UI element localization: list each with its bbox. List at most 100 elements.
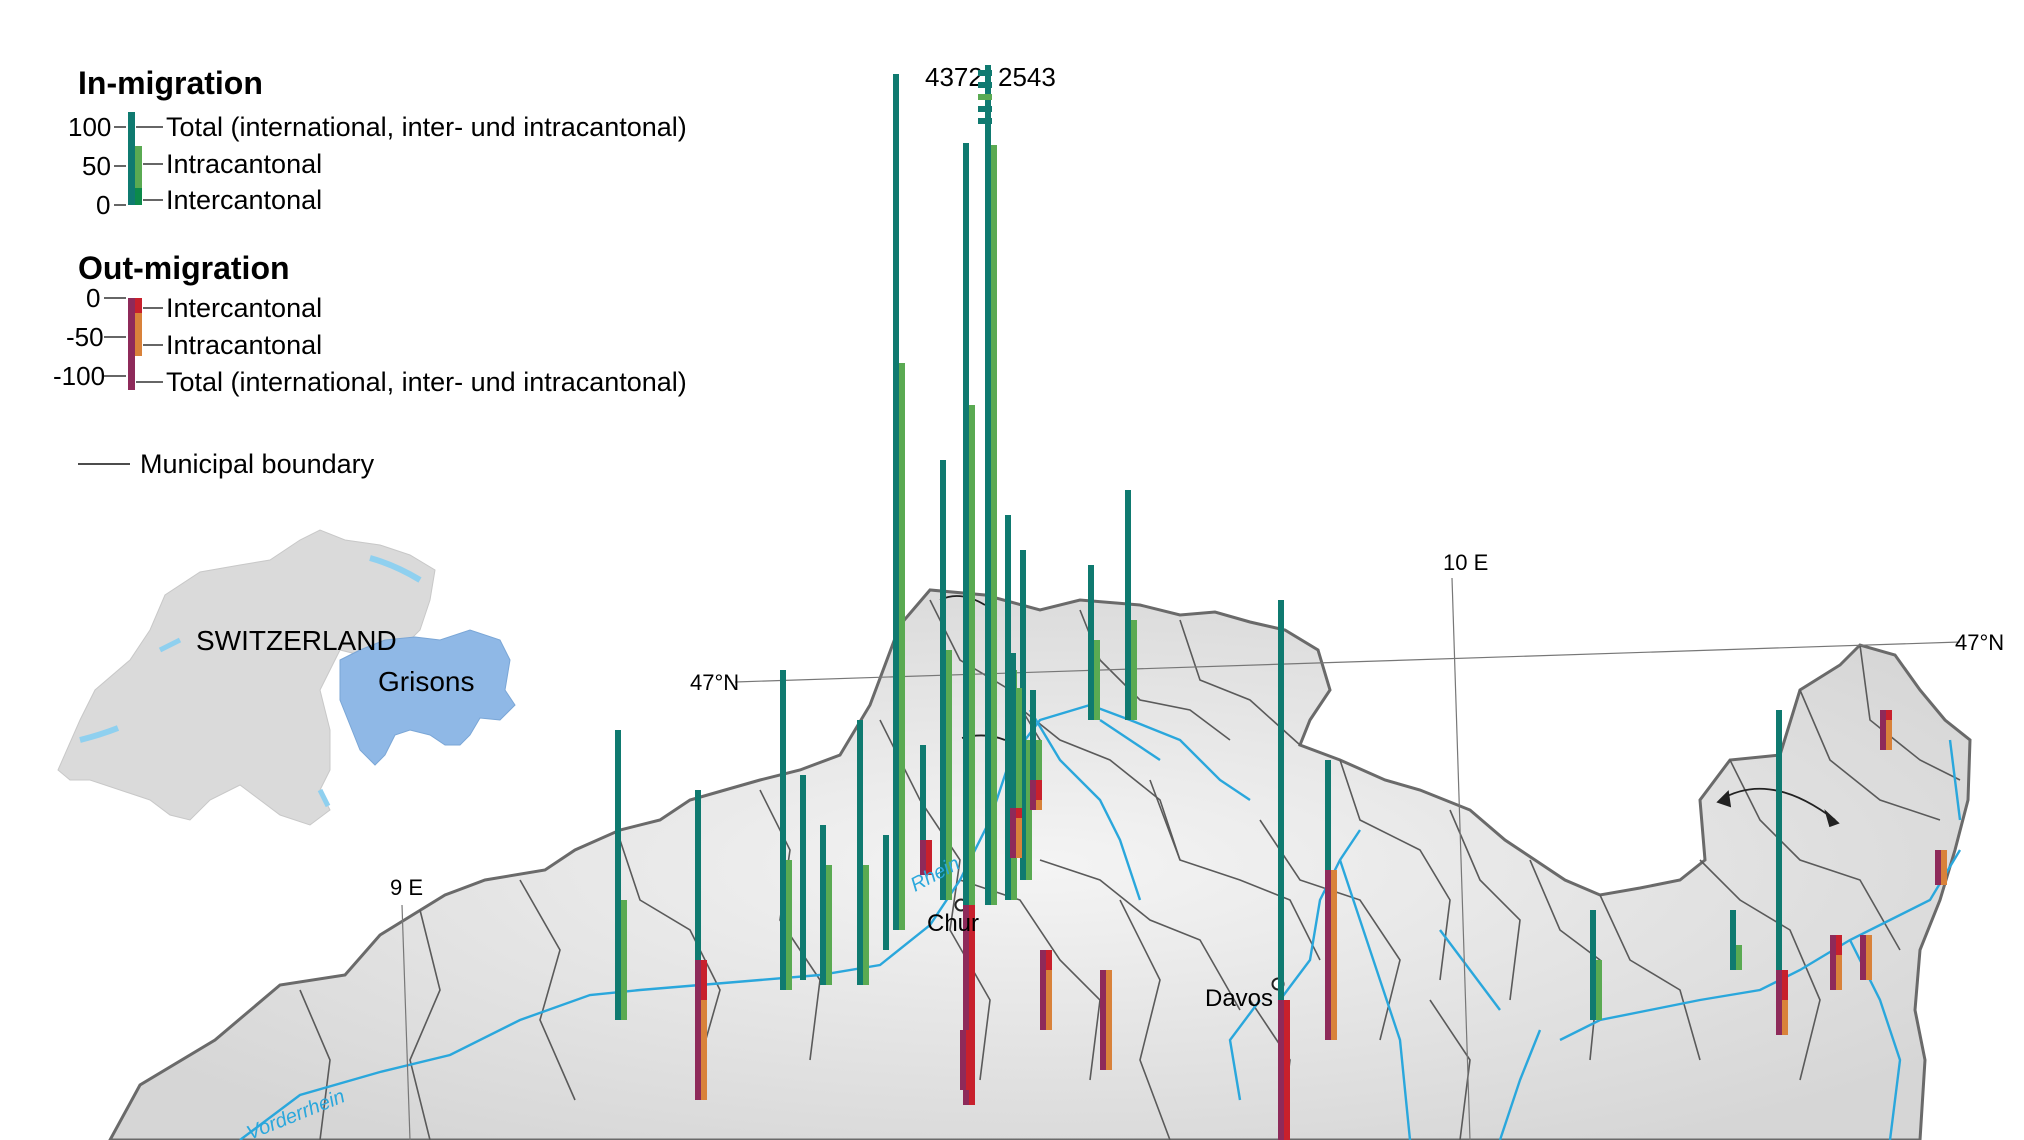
- legend-out-inter: Intercantonal: [166, 293, 322, 323]
- place-label-davos: Davos: [1205, 985, 1273, 1012]
- bar-in-intra-14: [826, 865, 832, 985]
- bar-out-total-8: [1278, 1000, 1284, 1140]
- legend-in-tick-50: 50: [82, 151, 111, 181]
- grid-label-47n-right: 47°N: [1955, 630, 2004, 655]
- bar-out-total-11: [695, 960, 701, 1100]
- bar-out-inter-19: [1036, 780, 1042, 800]
- legend-in-scale: 100 50 0: [68, 112, 163, 220]
- place-label-chur: Chur: [927, 910, 979, 937]
- bar-out-total-20: [1776, 970, 1782, 1035]
- bar-in-total-11: [695, 790, 701, 960]
- bar-in-total-24: [1590, 910, 1596, 1020]
- legend-out-intra: Intracantonal: [166, 330, 322, 360]
- bar-in-total-16: [883, 835, 889, 950]
- grid-label-9e: 9 E: [390, 875, 423, 900]
- bar-out-intra-11: [701, 960, 707, 1100]
- overflow-value-left: 4372: [925, 62, 983, 92]
- bar-out-intra-23: [1941, 850, 1947, 885]
- legend-in-intra: Intracantonal: [166, 149, 322, 179]
- legend-in-inter: Intercantonal: [166, 185, 322, 215]
- bar-out-intra-28: [1836, 935, 1842, 990]
- bar-out-total-25: [960, 1030, 966, 1090]
- bar-out-inter-17: [926, 840, 932, 875]
- legend-in-tick-100: 100: [68, 112, 111, 142]
- bar-in-intra-1: [991, 145, 997, 905]
- bar-in-intra-6: [1131, 620, 1137, 720]
- overflow-indicator: 4372 2543: [925, 62, 1056, 124]
- legend-out-tick-50: -50: [66, 322, 104, 352]
- bar-in-total-5: [1020, 550, 1026, 880]
- bar-in-intra-12: [786, 860, 792, 990]
- migration-bars: [615, 65, 1947, 1140]
- bar-in-total-12: [780, 670, 786, 990]
- bar-in-total-1: [985, 65, 991, 905]
- bar-out-total-28: [1830, 935, 1836, 990]
- inset-label-switzerland: SWITZERLAND: [196, 625, 397, 656]
- bar-in-total-13: [800, 775, 806, 980]
- bar-out-intra-22: [1886, 710, 1892, 750]
- grid-label-47n-left: 47°N: [690, 670, 739, 695]
- legend-boundary-label: Municipal boundary: [140, 449, 375, 479]
- legend-in-total: Total (international, inter- und intraca…: [166, 112, 687, 142]
- legend-out-tick-0: 0: [86, 283, 100, 313]
- legend-in-title: In-migration: [78, 65, 263, 101]
- bar-in-total-21: [1730, 910, 1736, 970]
- grid-label-10e: 10 E: [1443, 550, 1488, 575]
- graticule: [401, 577, 1961, 1140]
- bar-out-inter-11: [701, 960, 707, 1000]
- bar-out-inter-27: [1046, 950, 1052, 970]
- legend-out-title: Out-migration: [78, 250, 290, 286]
- bar-in-intra-21: [1736, 945, 1742, 970]
- bar-out-intra-20: [1782, 970, 1788, 1035]
- bar-out-inter-18: [1016, 808, 1022, 818]
- bar-in-intra-7: [1094, 640, 1100, 720]
- bar-in-total-0: [893, 74, 899, 930]
- municipal-boundaries: [299, 599, 1961, 1140]
- bar-in-intra-5: [1026, 740, 1032, 880]
- bar-in-intra-3: [946, 650, 952, 900]
- bar-in-intra-19: [1036, 740, 1042, 780]
- bar-in-intra-18: [1016, 688, 1022, 808]
- bar-out-intra-27: [1046, 950, 1052, 1030]
- bar-in-total-15: [857, 720, 863, 985]
- bar-in-total-6: [1125, 490, 1131, 720]
- bar-out-inter-22: [1886, 710, 1892, 720]
- bar-in-total-9: [1325, 760, 1331, 870]
- legend-in-tick-0: 0: [96, 190, 110, 220]
- bar-out-total-27: [1040, 950, 1046, 1030]
- bar-in-total-4: [1005, 515, 1011, 900]
- bar-out-total-17: [920, 840, 926, 875]
- bar-out-inter-28: [1836, 935, 1842, 955]
- bar-out-total-9: [1325, 870, 1331, 1040]
- bar-in-intra-24: [1596, 960, 1602, 1020]
- bar-in-total-3: [940, 460, 946, 900]
- bar-out-intra-9: [1331, 870, 1337, 1040]
- bar-out-inter-25: [966, 1030, 972, 1090]
- bar-out-inter-20: [1782, 970, 1788, 1000]
- bar-in-total-7: [1088, 565, 1094, 720]
- bar-in-intra-15: [863, 865, 869, 985]
- bar-in-intra-10: [621, 900, 627, 1020]
- bar-out-intra-29: [1866, 935, 1872, 980]
- bar-in-total-18: [1010, 653, 1016, 808]
- bar-out-total-29: [1860, 935, 1866, 980]
- bar-in-intra-2: [969, 405, 975, 905]
- bar-out-intra-26: [1106, 970, 1112, 1070]
- inset-label-grisons: Grisons: [378, 666, 474, 697]
- bar-out-inter-8: [1284, 1000, 1290, 1140]
- bar-in-intra-0: [899, 363, 905, 930]
- legend: In-migration 100 50 0 Total (internation…: [53, 65, 687, 479]
- inset-grisons: [339, 629, 516, 766]
- bar-out-total-2: [963, 905, 969, 1105]
- bar-in-total-19: [1030, 690, 1036, 780]
- legend-out-tick-100: -100: [53, 361, 105, 391]
- bar-out-total-19: [1030, 780, 1036, 810]
- bar-out-total-23: [1935, 850, 1941, 885]
- bar-out-inter-2: [969, 905, 975, 1105]
- inset-map: SWITZERLAND Grisons: [57, 529, 516, 826]
- legend-out-scale: 0 -50 -100: [53, 283, 163, 391]
- bar-out-total-26: [1100, 970, 1106, 1070]
- bar-in-total-10: [615, 730, 621, 1020]
- overflow-value-right: 2543: [998, 62, 1056, 92]
